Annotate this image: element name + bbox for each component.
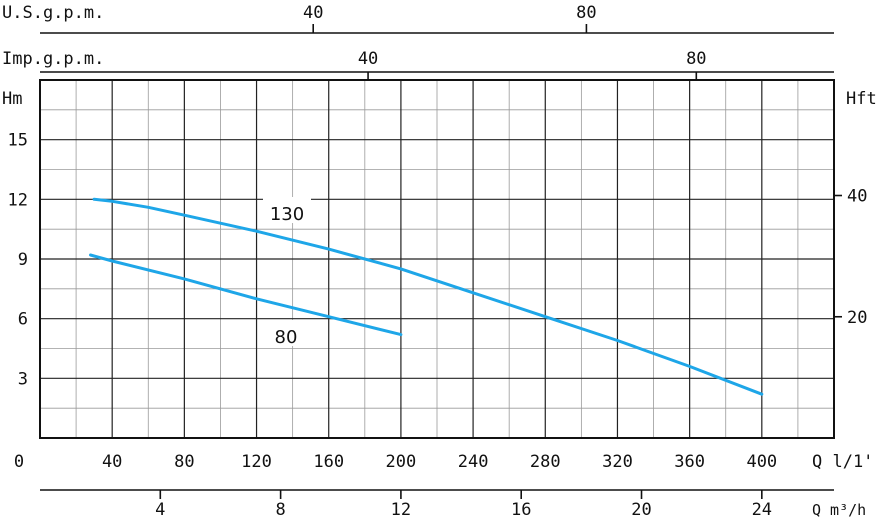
m3h-tick-label: 24 [752, 500, 772, 520]
m3h-tick-label: 4 [155, 500, 165, 520]
m3h-tick-label: 12 [391, 500, 411, 520]
hm-axis-label: Hm [2, 89, 22, 109]
impgpm-axis-label: Imp.g.p.m. [2, 49, 104, 69]
series-label-130: 130 [270, 204, 304, 225]
series-line-80 [89, 253, 403, 337]
series-label-bg [263, 197, 311, 223]
lpm-tick-label: 200 [386, 452, 417, 472]
lpm-tick-label: 160 [313, 452, 344, 472]
usgpm-axis-label: U.S.g.p.m. [2, 3, 104, 23]
series-label-bg [262, 320, 310, 346]
lpm-tick-label: 320 [602, 452, 633, 472]
series-lines: 130 80 [89, 197, 764, 396]
lpm-tick-label: 400 [746, 452, 777, 472]
impgpm-tick-label: 40 [358, 49, 378, 69]
hm-tick-label: 15 [8, 131, 28, 151]
m3h-tick-label: 8 [275, 500, 285, 520]
m3h-tick-label: 16 [511, 500, 531, 520]
hm-tick-label: 6 [18, 310, 28, 330]
lpm-tick-label: 80 [174, 452, 194, 472]
m3h-axis-label: Q m³/h [812, 501, 866, 519]
lpm-tick-label: 0 [14, 452, 24, 472]
lpm-tick-label: 120 [241, 452, 272, 472]
usgpm-tick-label: 40 [303, 3, 323, 23]
lpm-tick-label: 240 [458, 452, 489, 472]
impgpm-tick-label: 80 [686, 49, 706, 69]
m3h-tick-label: 20 [631, 500, 651, 520]
hm-tick-label: 12 [8, 190, 28, 210]
series-label-80: 80 [275, 327, 298, 348]
plot-grid [40, 80, 834, 438]
lpm-tick-label: 280 [530, 452, 561, 472]
lpm-tick-label: 40 [102, 452, 122, 472]
hft-axis-label: Hft [846, 89, 877, 109]
usgpm-tick-label: 80 [576, 3, 596, 23]
lpm-tick-label: 360 [674, 452, 705, 472]
hm-tick-label: 3 [18, 369, 28, 389]
hm-tick-label: 9 [18, 250, 28, 270]
lpm-axis-label: Q l/1' [812, 452, 873, 472]
plot-border [39, 79, 835, 439]
hft-tick-label: 40 [847, 187, 867, 207]
series-line-130 [92, 197, 764, 396]
hft-tick-label: 20 [847, 308, 867, 328]
plot-frame [39, 24, 842, 499]
